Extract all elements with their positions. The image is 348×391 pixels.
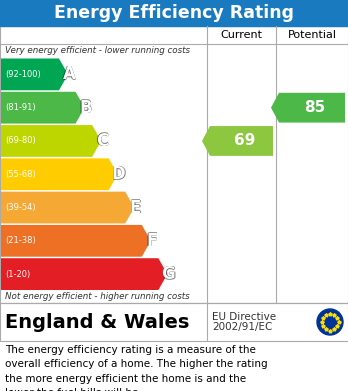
Text: Energy Efficiency Rating: Energy Efficiency Rating — [54, 4, 294, 22]
Bar — [0, 303, 348, 341]
Text: F: F — [146, 232, 158, 250]
Text: B: B — [80, 99, 92, 117]
Text: D: D — [111, 165, 125, 183]
Text: Current: Current — [221, 30, 262, 40]
Text: (92-100): (92-100) — [5, 70, 41, 79]
Text: 85: 85 — [304, 100, 326, 115]
Text: B: B — [79, 99, 92, 117]
Text: F: F — [146, 231, 158, 249]
Text: E: E — [129, 199, 141, 217]
Text: (55-68): (55-68) — [5, 170, 36, 179]
Polygon shape — [1, 192, 134, 223]
Text: (21-38): (21-38) — [5, 236, 36, 245]
Polygon shape — [1, 59, 68, 90]
Text: B: B — [79, 99, 92, 117]
Text: C: C — [96, 131, 108, 149]
Text: F: F — [146, 232, 158, 250]
Text: E: E — [129, 199, 141, 217]
Text: (69-80): (69-80) — [5, 136, 36, 145]
Text: Potential: Potential — [287, 30, 337, 40]
Text: Very energy efficient - lower running costs: Very energy efficient - lower running co… — [5, 46, 190, 55]
Polygon shape — [1, 225, 151, 257]
Text: B: B — [79, 98, 92, 116]
Polygon shape — [202, 126, 273, 156]
Text: E: E — [130, 199, 141, 217]
Text: G: G — [161, 265, 175, 283]
Text: C: C — [96, 133, 108, 151]
Text: E: E — [129, 199, 141, 217]
Text: A: A — [62, 65, 75, 83]
Text: 69: 69 — [234, 133, 255, 149]
Text: G: G — [161, 265, 175, 283]
Polygon shape — [1, 125, 101, 157]
Text: 2002/91/EC: 2002/91/EC — [212, 322, 272, 332]
Bar — [0, 26, 348, 303]
Text: The energy efficiency rating is a measure of the
overall efficiency of a home. T: The energy efficiency rating is a measur… — [5, 345, 268, 391]
Text: D: D — [112, 165, 126, 183]
Text: D: D — [112, 165, 126, 183]
Text: (1-20): (1-20) — [5, 270, 30, 279]
Text: F: F — [147, 232, 158, 250]
Text: D: D — [112, 165, 126, 183]
Text: A: A — [63, 65, 76, 83]
Text: (39-54): (39-54) — [5, 203, 35, 212]
Text: A: A — [63, 65, 76, 83]
Text: E: E — [129, 198, 141, 216]
Text: B: B — [79, 99, 92, 117]
Polygon shape — [1, 158, 118, 190]
Text: EU Directive: EU Directive — [212, 312, 276, 322]
Polygon shape — [1, 92, 85, 124]
Text: C: C — [96, 132, 108, 150]
Polygon shape — [271, 93, 345, 122]
Text: F: F — [145, 232, 157, 250]
Text: England & Wales: England & Wales — [5, 312, 189, 332]
Text: C: C — [96, 132, 109, 150]
Text: C: C — [95, 132, 108, 150]
Text: G: G — [161, 265, 175, 283]
Text: G: G — [161, 265, 175, 283]
Text: A: A — [63, 66, 76, 84]
Text: D: D — [112, 166, 126, 184]
Polygon shape — [1, 258, 167, 290]
Text: G: G — [162, 265, 176, 283]
Text: A: A — [63, 65, 76, 83]
Bar — [0, 0, 348, 26]
Circle shape — [317, 309, 343, 335]
Text: Not energy efficient - higher running costs: Not energy efficient - higher running co… — [5, 292, 190, 301]
Text: (81-91): (81-91) — [5, 103, 35, 112]
